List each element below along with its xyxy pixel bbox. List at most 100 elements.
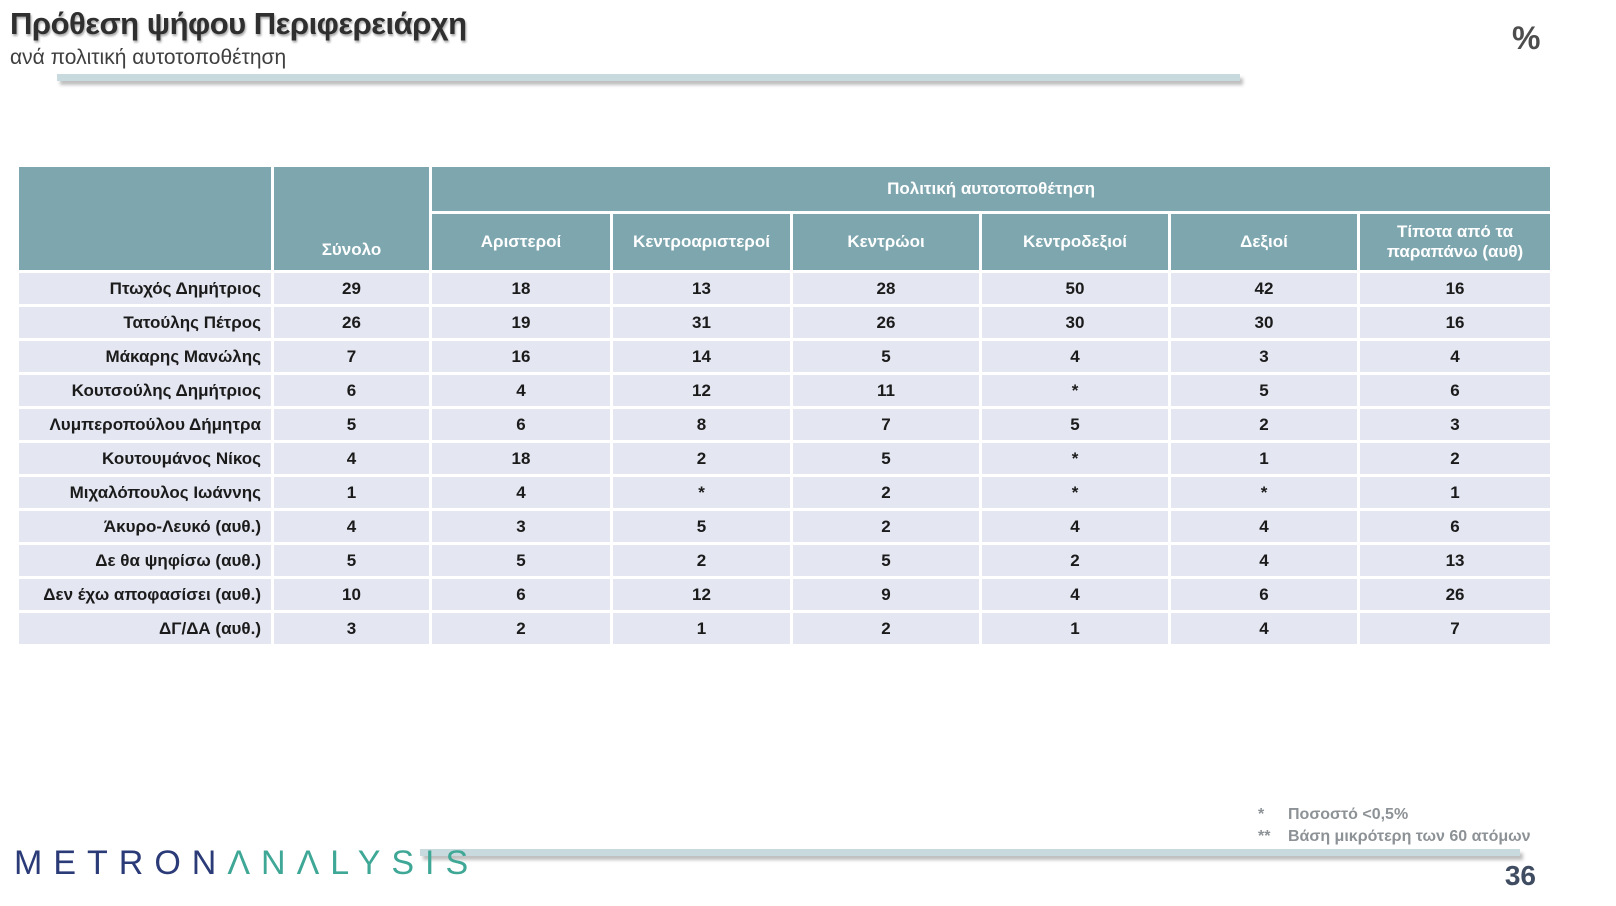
value-cell: 5 — [274, 545, 429, 576]
value-cell: 1 — [613, 613, 790, 644]
footnote-line: ** Βάση μικρότερη των 60 ατόμων — [1258, 826, 1531, 848]
value-cell: 31 — [613, 307, 790, 338]
row-label-cell: Κουτσούλης Δημήτριος — [19, 375, 271, 406]
value-cell: 8 — [613, 409, 790, 440]
results-table: Σύνολο Πολιτική αυτοτοποθέτηση Αριστεροί… — [16, 164, 1553, 647]
value-cell: 4 — [1360, 341, 1551, 372]
value-cell: 4 — [274, 443, 429, 474]
value-cell: 2 — [1171, 409, 1357, 440]
value-cell: 6 — [1360, 375, 1551, 406]
value-cell: 7 — [274, 341, 429, 372]
column-header: Αριστεροί — [432, 214, 610, 270]
value-cell: 4 — [982, 511, 1168, 542]
table-row: Μιχαλόπουλος Ιωάννης 1 4 * 2 * * 1 — [19, 477, 1551, 508]
value-cell: 4 — [1171, 511, 1357, 542]
value-cell: 50 — [982, 273, 1168, 304]
table-row: Πτωχός Δημήτριος 29 18 13 28 50 42 16 — [19, 273, 1551, 304]
value-cell: 11 — [793, 375, 979, 406]
value-cell: 10 — [274, 579, 429, 610]
row-label-cell: Δε θα ψηφίσω (αυθ.) — [19, 545, 271, 576]
value-cell: 16 — [432, 341, 610, 372]
value-cell: * — [982, 443, 1168, 474]
row-label-cell: Μιχαλόπουλος Ιωάννης — [19, 477, 271, 508]
row-label-cell: Μάκαρης Μανώλης — [19, 341, 271, 372]
value-cell: 4 — [432, 477, 610, 508]
value-cell: 7 — [1360, 613, 1551, 644]
table-row: Κουτσούλης Δημήτριος 6 4 12 11 * 5 6 — [19, 375, 1551, 406]
value-cell: * — [982, 477, 1168, 508]
value-cell: 4 — [1171, 613, 1357, 644]
column-header: Τίποτα από τα παραπάνω (αυθ) — [1360, 214, 1551, 270]
row-label-cell: Κουτουμάνος Νίκος — [19, 443, 271, 474]
value-cell: 5 — [432, 545, 610, 576]
percent-unit-label: % — [1512, 20, 1541, 56]
table-row: Κουτουμάνος Νίκος 4 18 2 5 * 1 2 — [19, 443, 1551, 474]
value-cell: 12 — [613, 375, 790, 406]
column-header: Κεντροαριστεροί — [613, 214, 790, 270]
value-cell: * — [613, 477, 790, 508]
value-cell: 2 — [793, 613, 979, 644]
footnotes: * Ποσοστό <0,5% ** Βάση μικρότερη των 60 ατ… — [1258, 804, 1531, 848]
value-cell: 26 — [274, 307, 429, 338]
value-cell: 19 — [432, 307, 610, 338]
logo-text-metron: METRON — [14, 844, 228, 882]
footer-divider — [420, 849, 1520, 856]
page-number: 36 — [1504, 860, 1536, 891]
row-label-cell: ΔΓ/ΔΑ (αυθ.) — [19, 613, 271, 644]
value-cell: 29 — [274, 273, 429, 304]
value-cell: 5 — [1171, 375, 1357, 406]
value-cell: 2 — [613, 443, 790, 474]
value-cell: 6 — [274, 375, 429, 406]
value-cell: 9 — [793, 579, 979, 610]
value-cell: 26 — [793, 307, 979, 338]
row-label-cell: Δεν έχω αποφασίσει (αυθ.) — [19, 579, 271, 610]
table-group-header-row: Σύνολο Πολιτική αυτοτοποθέτηση — [19, 167, 1551, 270]
value-cell: 5 — [793, 545, 979, 576]
footnote-marker: * — [1258, 806, 1265, 823]
value-cell: 2 — [793, 511, 979, 542]
row-label-header-cell — [19, 167, 271, 270]
value-cell: 6 — [432, 579, 610, 610]
value-cell: 2 — [982, 545, 1168, 576]
value-cell: 1 — [1360, 477, 1551, 508]
value-cell: 4 — [982, 341, 1168, 372]
value-cell: 5 — [982, 409, 1168, 440]
table-row: Άκυρο-Λευκό (αυθ.) 4 3 5 2 4 4 6 — [19, 511, 1551, 542]
footnote-text: Ποσοστό <0,5% — [1288, 806, 1409, 823]
value-cell: 5 — [793, 341, 979, 372]
value-cell: 16 — [1360, 273, 1551, 304]
page-title: Πρόθεση ψήφου Περιφερειάρχη — [10, 6, 467, 41]
value-cell: 30 — [982, 307, 1168, 338]
column-header: Κεντροδεξιοί — [982, 214, 1168, 270]
table-row: Τατούλης Πέτρος 26 19 31 26 30 30 16 — [19, 307, 1551, 338]
value-cell: 2 — [1360, 443, 1551, 474]
table-row: Λυμπεροπούλου Δήμητρα 5 6 8 7 5 2 3 — [19, 409, 1551, 440]
title-underline — [57, 74, 1240, 81]
value-cell: 3 — [1171, 341, 1357, 372]
value-cell: 1 — [274, 477, 429, 508]
row-label-cell: Τατούλης Πέτρος — [19, 307, 271, 338]
value-cell: 7 — [793, 409, 979, 440]
value-cell: 12 — [613, 579, 790, 610]
row-label-cell: Λυμπεροπούλου Δήμητρα — [19, 409, 271, 440]
value-cell: 2 — [613, 545, 790, 576]
footnote-line: * Ποσοστό <0,5% — [1258, 804, 1531, 826]
value-cell: 6 — [1360, 511, 1551, 542]
column-header: Δεξιοί — [1171, 214, 1357, 270]
logo-text-analysis: ΛNΛLYSIS — [227, 844, 480, 882]
value-cell: 5 — [274, 409, 429, 440]
value-cell: 18 — [432, 443, 610, 474]
value-cell: 3 — [432, 511, 610, 542]
table-row: Δεν έχω αποφασίσει (αυθ.) 10 6 12 9 4 6 26 — [19, 579, 1551, 610]
row-label-cell: Άκυρο-Λευκό (αυθ.) — [19, 511, 271, 542]
value-cell: 4 — [274, 511, 429, 542]
value-cell: 13 — [1360, 545, 1551, 576]
value-cell: 13 — [613, 273, 790, 304]
value-cell: 42 — [1171, 273, 1357, 304]
metron-analysis-logo: METRONΛNΛLYSIS — [14, 844, 479, 883]
value-cell: 1 — [982, 613, 1168, 644]
value-cell: * — [982, 375, 1168, 406]
value-cell: 5 — [613, 511, 790, 542]
value-cell: 6 — [1171, 579, 1357, 610]
